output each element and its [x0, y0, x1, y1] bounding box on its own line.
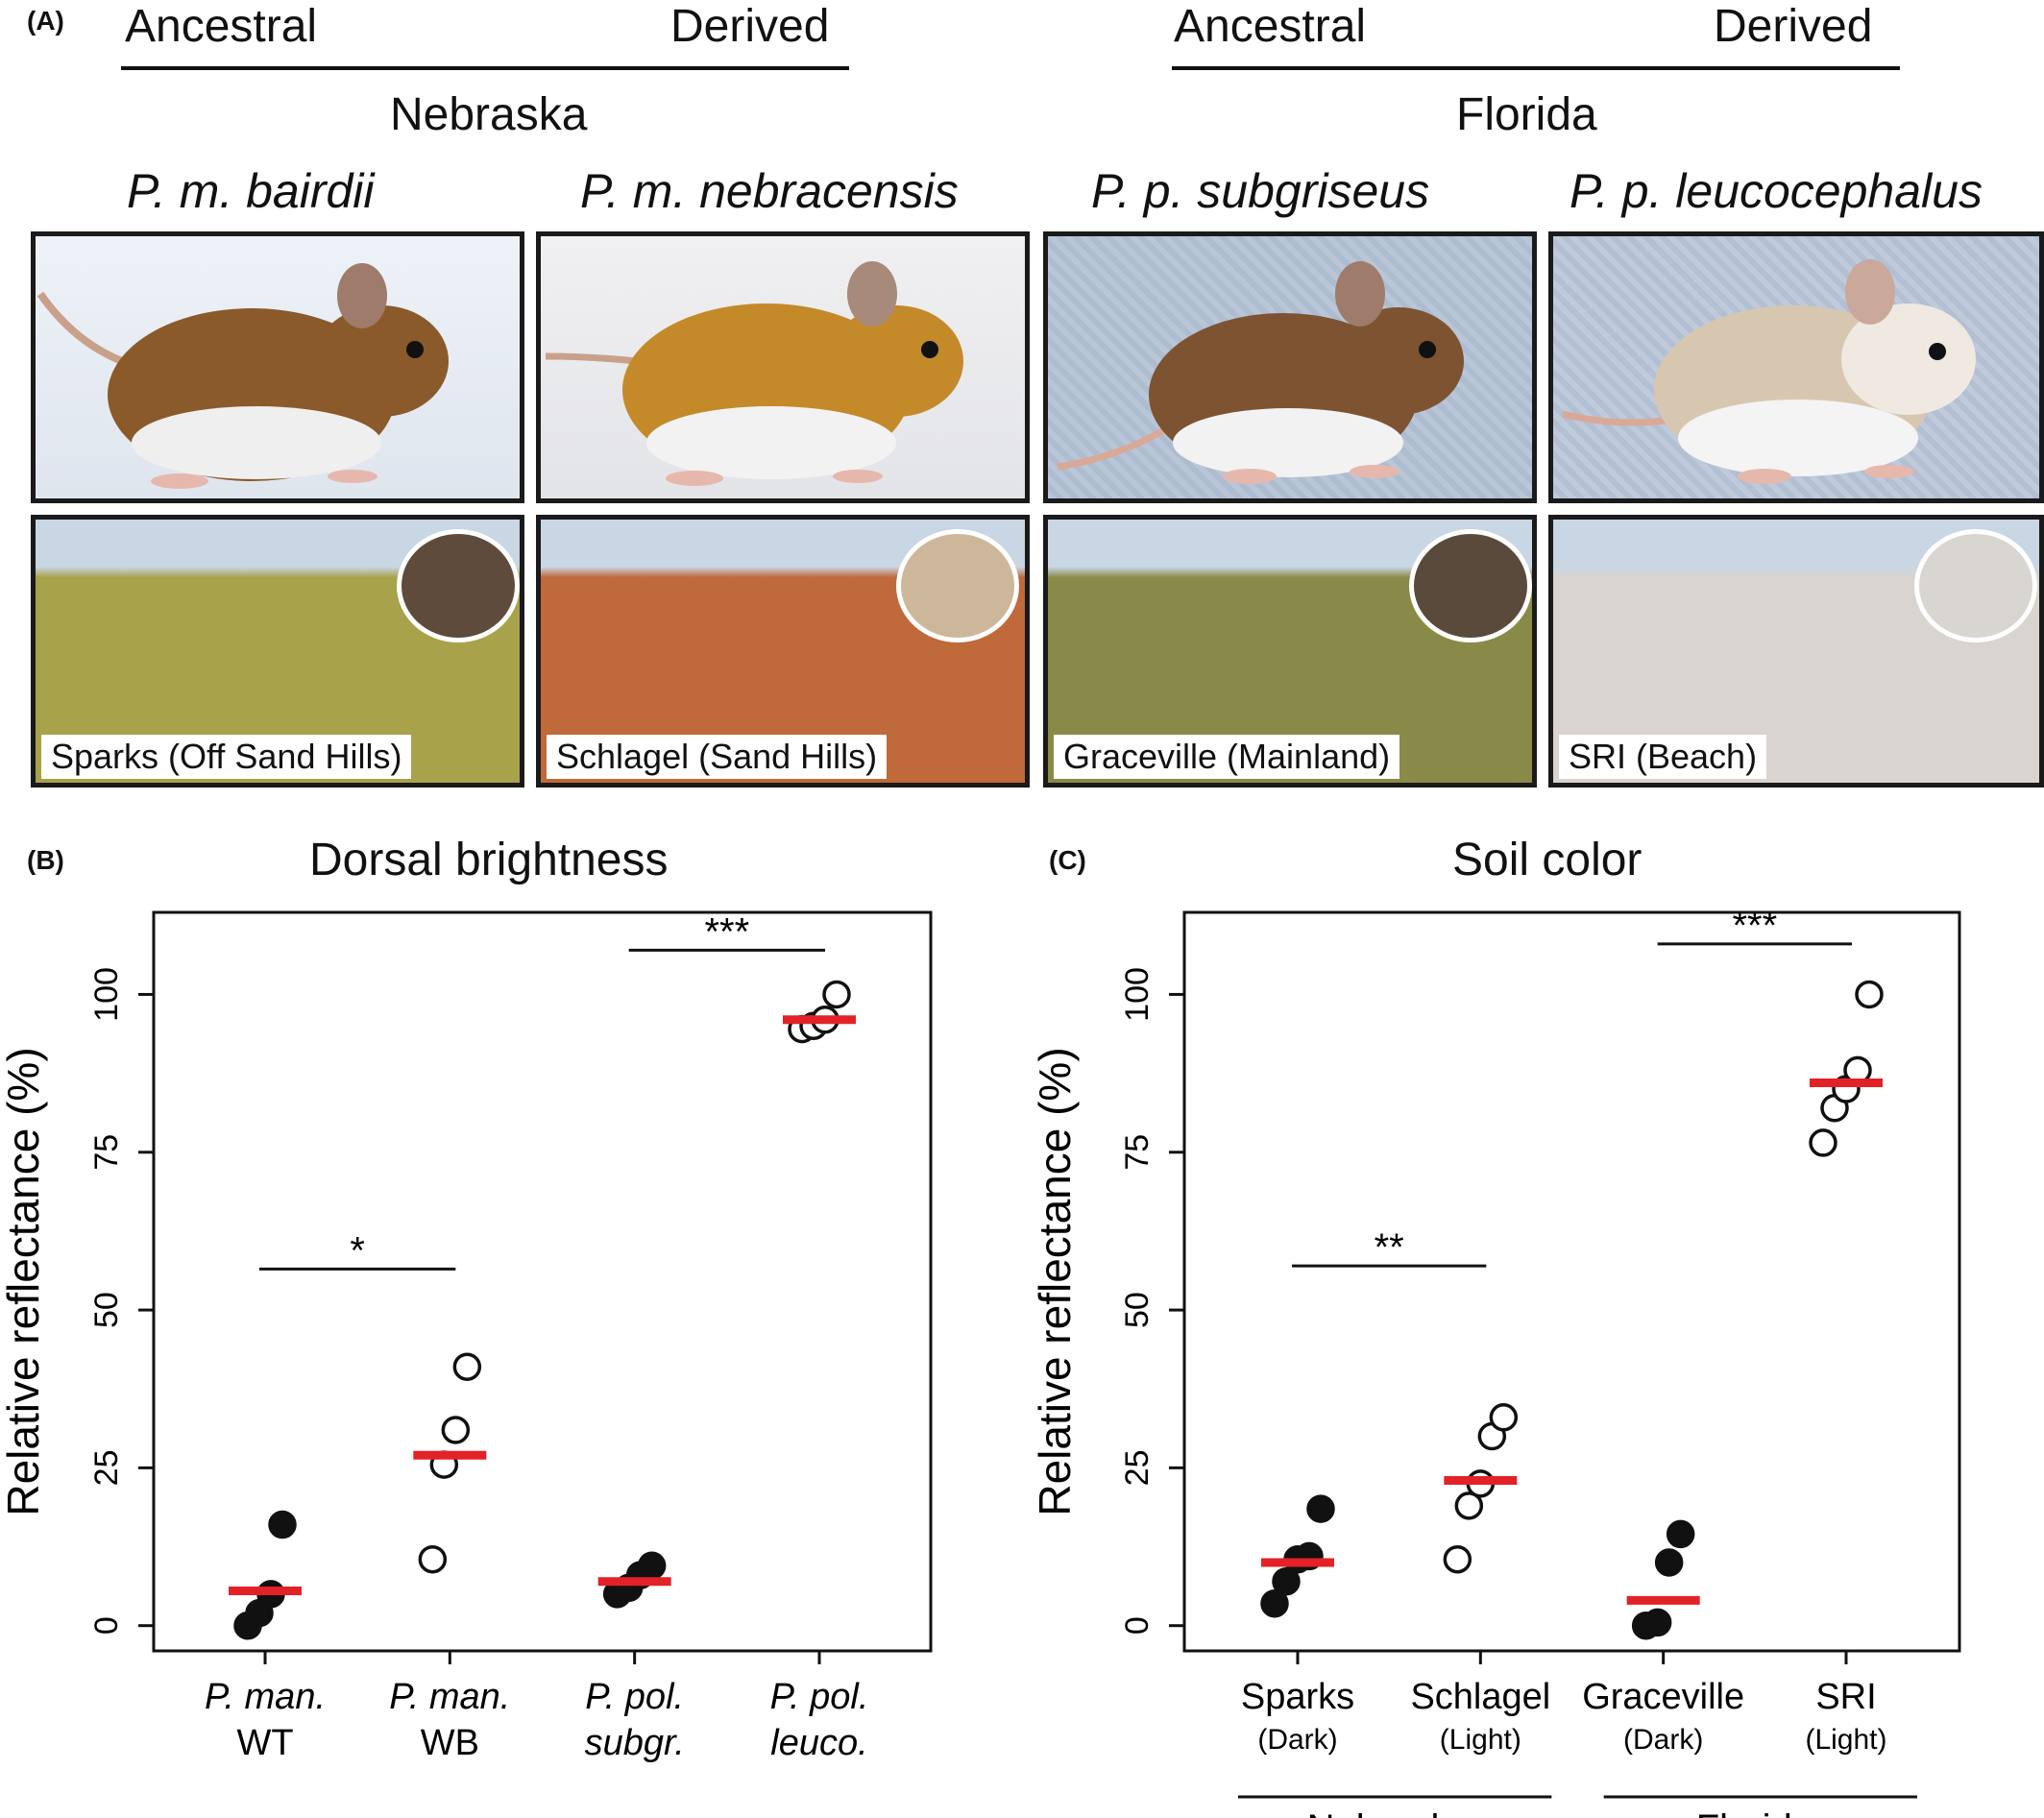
y-axis-label: Relative reflectance (%): [1030, 1047, 1080, 1515]
soil-sample-circle: [896, 529, 1019, 642]
florida-region-label: Florida: [1456, 89, 1597, 140]
x-tick-label: P. pol.: [770, 1677, 869, 1717]
x-tick-label: Graceville: [1582, 1677, 1744, 1717]
region-label: Nebraska: [1307, 1807, 1472, 1818]
mouse-illustration: [1562, 259, 1976, 484]
mouse-photo-nebracensis: [536, 231, 1030, 503]
significance-stars: ***: [704, 910, 749, 953]
data-point: [418, 1544, 448, 1574]
habitat-caption-graceville: Graceville (Mainland): [1054, 735, 1400, 779]
y-tick-label: 0: [1119, 1616, 1156, 1635]
florida-header-rule: [1172, 66, 1900, 70]
species-label-subgriseus: P. p. subgriseus: [1091, 164, 1430, 218]
florida-ancestral-label: Ancestral: [1174, 1, 1367, 52]
x-tick-label: P. man.: [205, 1677, 326, 1717]
x-tick-sublabel: subgr.: [585, 1723, 685, 1763]
x-tick-label: SRI: [1815, 1677, 1876, 1717]
significance-stars: ***: [1732, 905, 1777, 947]
panel-b-tag: (B): [27, 845, 64, 875]
x-tick-sublabel: (Dark): [1257, 1724, 1337, 1756]
habitat-photo-sparks: Sparks (Off Sand Hills): [31, 515, 524, 788]
habitat-caption-schlagel: Schlagel (Sand Hills): [547, 735, 888, 779]
y-tick-label: 50: [88, 1292, 125, 1328]
x-tick-label: P. pol.: [585, 1677, 684, 1717]
nebraska-region-label: Nebraska: [390, 89, 588, 140]
data-point: [637, 1551, 667, 1581]
x-tick-sublabel: WT: [236, 1723, 293, 1763]
nebraska-ancestral-label: Ancestral: [125, 1, 318, 52]
species-label-leucocephalus: P. p. leucocephalus: [1570, 164, 1983, 218]
y-tick-label: 75: [88, 1134, 125, 1171]
plot-frame: [1182, 910, 1961, 1653]
x-tick-sublabel: (Light): [1440, 1724, 1521, 1756]
data-point: [1809, 1128, 1837, 1157]
y-tick-label: 25: [88, 1449, 125, 1486]
soil-sample-circle: [397, 529, 520, 642]
y-tick-label: 25: [1119, 1449, 1156, 1486]
significance-stars: **: [1375, 1226, 1404, 1269]
data-point: [1666, 1519, 1695, 1549]
x-tick-label: Schlagel: [1410, 1677, 1550, 1717]
data-point: [268, 1510, 297, 1539]
data-point: [1855, 980, 1884, 1009]
panel-a-tag: (A): [27, 6, 64, 36]
plot-frame: [152, 910, 933, 1653]
soil-sample-circle: [1409, 529, 1532, 642]
mouse-illustration: [545, 261, 963, 486]
nebraska-derived-label: Derived: [670, 1, 830, 52]
x-tick-sublabel: (Dark): [1623, 1724, 1703, 1756]
nebraska-header-rule: [121, 66, 849, 70]
panel-c-tag: (C): [1049, 845, 1086, 875]
data-point: [1260, 1588, 1289, 1618]
data-point: [1443, 1544, 1472, 1574]
species-label-bairdii: P. m. bairdii: [127, 164, 375, 218]
x-tick-label: P. man.: [389, 1677, 510, 1717]
region-label: Florida: [1696, 1807, 1814, 1818]
chart-title-dorsal: Dorsal brightness: [309, 835, 669, 885]
soil-color-chart: 0 25 50 75 100 Relative reflectance (%) Sparks…: [1030, 905, 1961, 1818]
data-point: [822, 980, 851, 1009]
data-point: [1306, 1494, 1335, 1523]
data-point: [1272, 1566, 1301, 1596]
x-tick-sublabel: WB: [421, 1723, 479, 1763]
x-tick-sublabel: (Light): [1805, 1724, 1886, 1756]
habitat-caption-sparks: Sparks (Off Sand Hills): [41, 735, 412, 779]
y-axis-label: Relative reflectance (%): [0, 1047, 48, 1515]
habitat-photo-graceville: Graceville (Mainland): [1043, 515, 1537, 788]
soil-sample-circle: [1914, 529, 2037, 642]
mouse-photo-subgriseus: [1043, 231, 1537, 503]
data-point: [1654, 1548, 1684, 1577]
mouse-photo-leucocephalus: [1548, 231, 2044, 503]
x-tick-sublabel: leuco.: [770, 1723, 867, 1763]
habitat-photo-sri: SRI (Beach): [1548, 515, 2044, 788]
mouse-illustration: [36, 263, 449, 489]
y-tick-label: 75: [1119, 1134, 1156, 1171]
mouse-photo-bairdii: [31, 231, 524, 503]
chart-title-soil: Soil color: [1452, 835, 1642, 885]
species-label-nebracensis: P. m. nebracensis: [580, 164, 959, 218]
mouse-illustration: [1057, 261, 1464, 484]
y-tick-label: 100: [1119, 967, 1156, 1022]
habitat-caption-sri: SRI (Beach): [1559, 735, 1767, 779]
data-point: [452, 1352, 482, 1381]
x-tick-label: Sparks: [1241, 1677, 1354, 1717]
significance-stars: *: [350, 1229, 365, 1272]
data-point: [1489, 1403, 1519, 1432]
data-point: [1642, 1608, 1672, 1637]
y-tick-label: 0: [88, 1616, 125, 1635]
habitat-photo-schlagel: Schlagel (Sand Hills): [536, 515, 1030, 788]
y-tick-label: 50: [1119, 1292, 1156, 1328]
data-point: [1454, 1491, 1484, 1520]
y-tick-label: 100: [88, 967, 125, 1022]
data-point: [441, 1416, 471, 1444]
florida-derived-label: Derived: [1714, 1, 1873, 52]
dorsal-brightness-chart: 0 25 50 75 100 Relative reflectance (%) P. man…: [0, 910, 933, 1763]
